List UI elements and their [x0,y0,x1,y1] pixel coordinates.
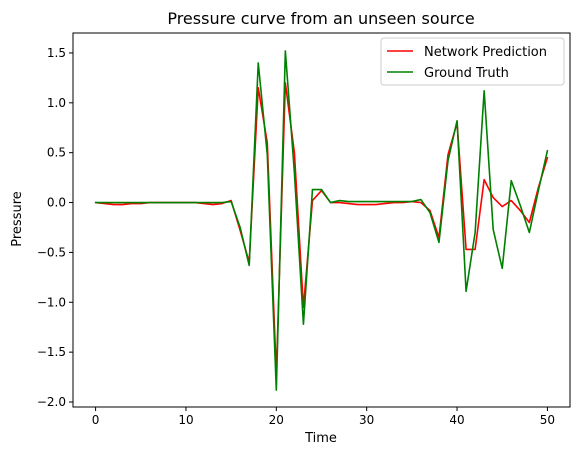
x-tick-label: 50 [540,413,555,427]
legend: Network Prediction Ground Truth [380,37,565,86]
y-tick-label: −0.5 [37,245,66,259]
y-tick-label: 1.5 [47,46,66,60]
series-line-ground-truth [94,50,549,391]
x-tick-label: 20 [269,413,284,427]
y-tick-label: 0.0 [47,196,66,210]
y-axis-label: Pressure [10,191,25,247]
x-tick-label: 0 [92,413,100,427]
chart-title: Pressure curve from an unseen source [167,9,474,28]
x-axis-label: Time [304,431,337,446]
legend-label: Network Prediction [424,45,547,60]
y-tick-label: −1.5 [37,345,66,359]
y-tick-label: −2.0 [37,395,66,409]
legend-box [380,37,565,86]
x-tick-label: 30 [359,413,374,427]
y-tick-label: 1.0 [47,96,66,110]
plot-frame [72,32,571,408]
x-tick-label: 40 [449,413,464,427]
x-tick-label: 10 [178,413,193,427]
legend-label: Ground Truth [424,66,509,81]
axis-ticks: 0 10 20 30 40 50 −2.0 −1.5 −1.0 −0.5 0.0 0.5 1.0 1.5 [37,46,555,427]
y-tick-label: −1.0 [37,295,66,309]
plot-lines [94,50,549,391]
y-tick-label: 0.5 [47,146,66,160]
